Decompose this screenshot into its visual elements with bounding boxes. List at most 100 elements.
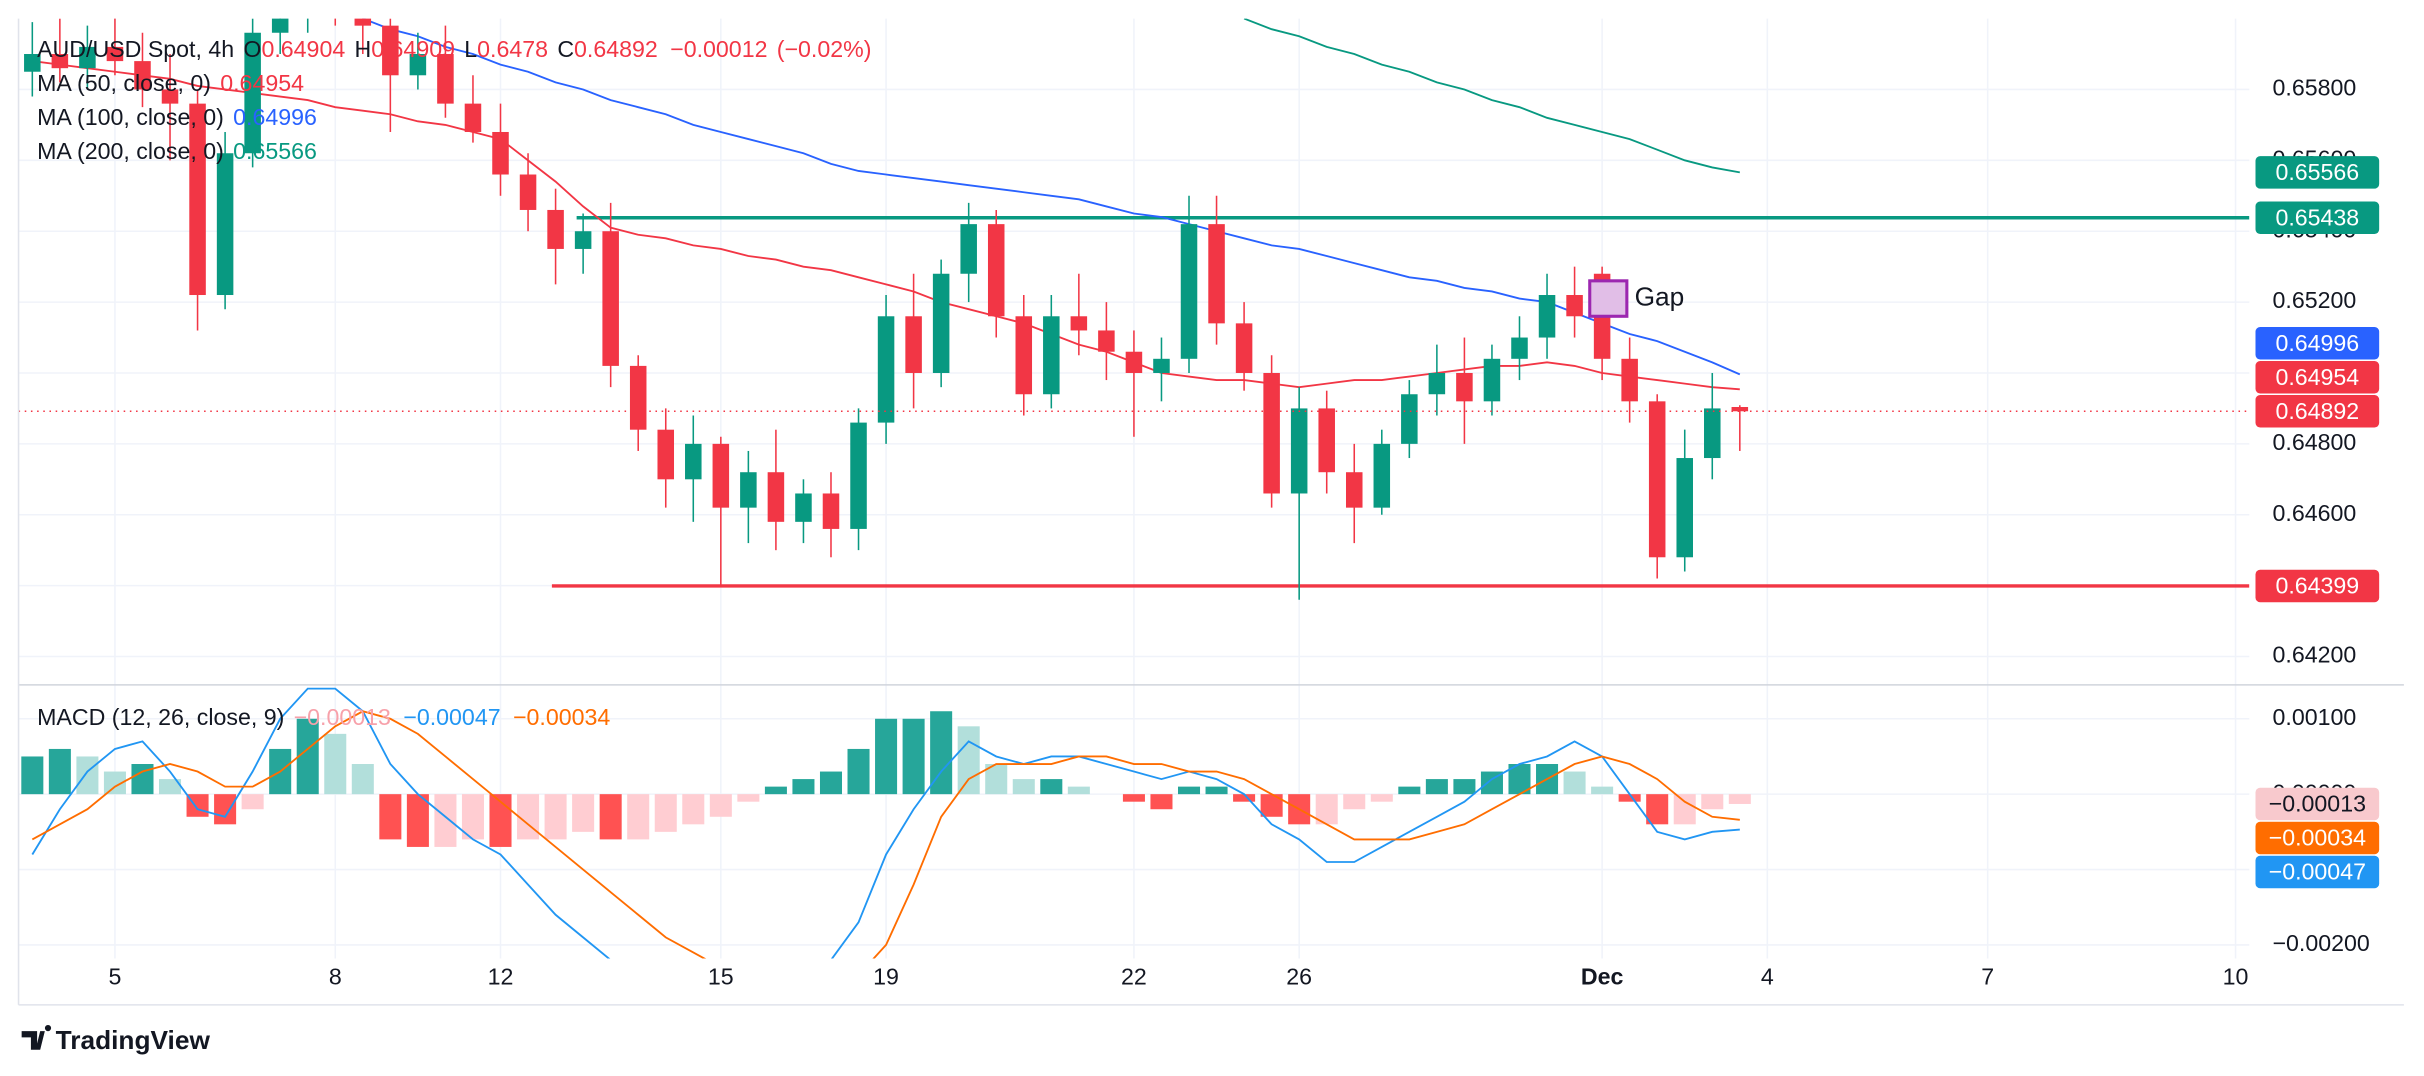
legend-item: MA (50, close, 0) (37, 70, 211, 96)
legend-item: (−0.02%) (777, 36, 872, 62)
legend-item: −0.00013 (294, 704, 391, 730)
price-badge (2255, 327, 2380, 360)
x-tick-label: 5 (108, 964, 121, 990)
candle-body (574, 231, 592, 249)
price-badge-label: 0.64892 (2275, 398, 2359, 424)
candle-body (492, 131, 509, 175)
y-tick-label: −0.00200 (2273, 930, 2370, 956)
candle-body (767, 472, 785, 522)
histogram-bar (572, 794, 595, 832)
candle-body (795, 493, 812, 522)
moving-average (1243, 18, 1740, 174)
histogram-bar (847, 748, 870, 795)
price-badge (2255, 787, 2380, 821)
price-badge (2255, 821, 2380, 855)
candle-body (106, 46, 124, 62)
price-badge (2255, 361, 2380, 394)
price-badges: 0.65566 0.65438 0.64996 0.64954 0.64892 0.643… (2255, 156, 2380, 889)
candle-body (740, 472, 757, 508)
histogram-bar (461, 794, 484, 840)
brand-name: TradingView (56, 1025, 211, 1055)
price-badge (2255, 855, 2380, 889)
price-badge-label: −0.00013 (2269, 791, 2366, 817)
candle-body (1704, 408, 1721, 459)
macd-pane (21, 687, 1751, 959)
histogram-bar (406, 794, 429, 847)
candle-body (24, 54, 41, 72)
histogram-bar (1701, 794, 1724, 810)
candle-body (1290, 408, 1308, 494)
candle-body (1153, 358, 1170, 373)
candle-body (905, 316, 922, 373)
histogram-bar (296, 718, 319, 795)
candle-body (960, 224, 977, 274)
candle-body (1373, 443, 1391, 508)
gap-label: Gap (1635, 281, 1685, 311)
candle-body (877, 316, 895, 423)
legend-line: MA (50, close, 0) 0.64954 (37, 70, 304, 96)
candle-body (1648, 401, 1666, 558)
legend-line: AUD/USD Spot, 4h O0.64904 H0.64909 L0.6478 C… (37, 36, 871, 62)
legend-item: 0.64996 (233, 104, 317, 130)
histogram-bar (1233, 794, 1256, 802)
candle-body (1098, 330, 1115, 352)
histogram-bar (1646, 794, 1669, 825)
candle-body (409, 54, 427, 76)
histogram-bar (76, 756, 99, 795)
x-tick-label: 12 (488, 964, 514, 990)
histogram-bar (103, 771, 126, 795)
histogram-bar (764, 786, 787, 795)
histogram-bar (1370, 794, 1393, 802)
x-tick-label: 4 (1761, 964, 1774, 990)
x-tick-label: 8 (329, 964, 342, 990)
moving-average (32, 60, 1740, 391)
candle-body (1511, 337, 1528, 359)
histogram-bar (1425, 779, 1448, 795)
histogram-bar (241, 794, 264, 810)
legend-line: MA (200, close, 0) 0.65566 (37, 138, 317, 164)
tradingview-logo: TradingView (21, 1025, 211, 1055)
histogram-bar (1040, 779, 1063, 795)
price-badge (2255, 395, 2380, 428)
candle-body (382, 25, 399, 76)
candle-body (437, 54, 454, 104)
price-badge (2255, 201, 2380, 234)
candle-body (932, 273, 950, 373)
candle-body (1428, 372, 1446, 395)
candle-body (850, 422, 867, 529)
candle-body (79, 46, 96, 69)
histogram-bar (902, 718, 925, 795)
y-tick-label: 0.65200 (2273, 287, 2357, 313)
histogram-bar (21, 756, 44, 795)
legend-item: −0.00047 (403, 704, 500, 730)
signal-line (31, 710, 1740, 959)
candle-body (822, 493, 840, 529)
candle-body (1318, 408, 1335, 473)
x-tick-label: 26 (1286, 964, 1312, 990)
legend-item: −0.00012 (670, 36, 767, 62)
candle-body (1180, 224, 1198, 359)
histogram-bar (1398, 786, 1421, 795)
histogram-bar (1453, 779, 1476, 795)
histogram-bar (1177, 786, 1201, 795)
candle-body (1401, 394, 1418, 444)
price-badge-label: 0.65438 (2275, 204, 2359, 230)
legend: AUD/USD Spot, 4h O0.64904 H0.64909 L0.6478 C… (37, 36, 871, 730)
legend-item: MA (200, close, 0) (37, 138, 224, 164)
y-tick-label: 0.64600 (2273, 500, 2357, 526)
histogram-bar (1205, 786, 1228, 795)
candle-body (657, 429, 675, 480)
histogram-bar (324, 733, 347, 795)
histogram-bar (434, 794, 457, 847)
x-tick-label: 15 (708, 964, 734, 990)
histogram-bar (957, 726, 980, 795)
x-tick-label: 10 (2223, 964, 2249, 990)
histogram-bar (819, 771, 843, 795)
histogram-bar (627, 794, 650, 840)
histogram-bar (1067, 786, 1090, 795)
candle-body (354, 18, 372, 26)
candle-body (464, 103, 482, 132)
candle-body (244, 32, 261, 154)
